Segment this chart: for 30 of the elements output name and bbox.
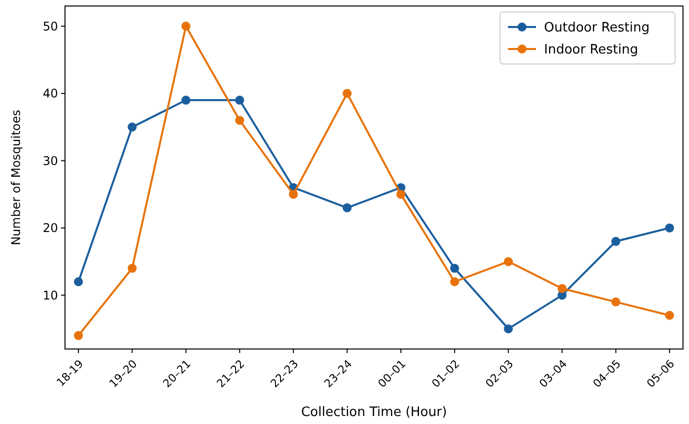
point [450,277,460,286]
legend-label: Indoor Resting [544,42,638,58]
point [235,116,244,125]
point [504,257,513,266]
x-axis-title: Collection Time (Hour) [301,405,447,420]
y-tick-label: 50 [42,19,58,34]
y-tick-label: 40 [42,86,58,101]
point [342,88,352,98]
y-tick-label: 10 [42,288,58,302]
point [558,284,567,293]
point [181,22,190,31]
point [288,190,298,199]
y-tick-label: 20 [42,221,58,236]
point [342,203,352,212]
point [665,310,674,320]
point [665,223,674,232]
y-tick-label: 30 [42,154,58,168]
legend-label: Outdoor Resting [544,20,650,36]
point [611,236,620,246]
y-axis-title: Number of Mosquitoes [9,110,23,246]
point [128,264,137,273]
point [74,331,83,340]
point [181,96,190,105]
point [235,96,244,105]
point [504,324,513,334]
point [128,122,137,132]
point [74,277,83,286]
point [450,264,460,273]
point [396,190,406,199]
point [611,297,620,306]
